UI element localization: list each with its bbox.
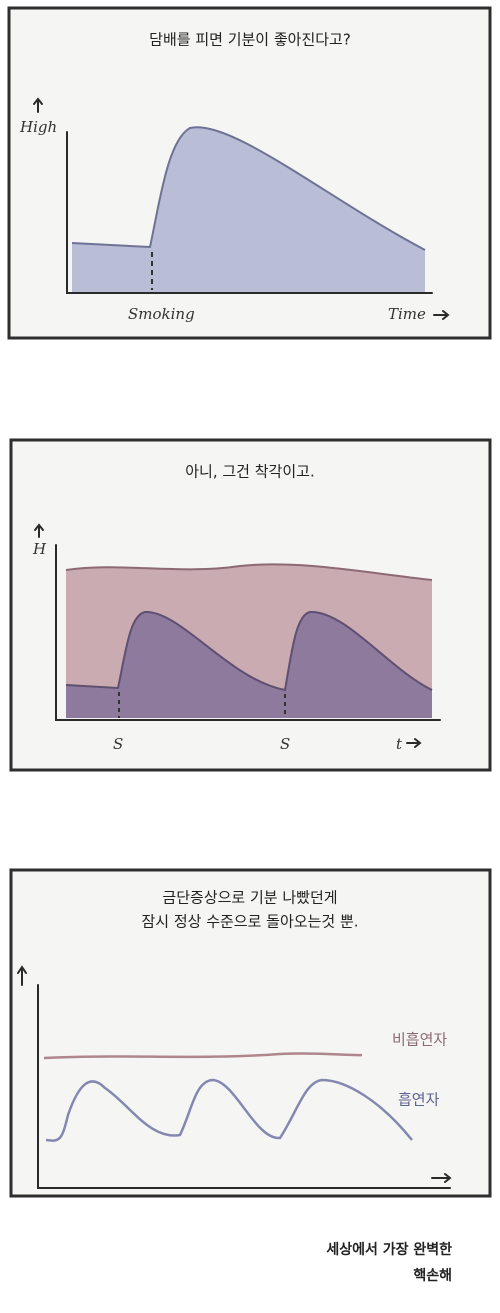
y-axis-label: High <box>19 118 57 136</box>
caption: 담배를 피면 기분이 좋아진다고? <box>149 31 351 49</box>
up-arrow <box>34 523 44 538</box>
footer: 핵손해 <box>413 1268 452 1284</box>
right-arrow <box>431 1173 452 1183</box>
panel-1: 담배를 피면 기분이 좋아진다고? High Smoking Time <box>7 6 492 340</box>
right-arrow <box>406 738 422 748</box>
mood-area <box>72 127 425 292</box>
x-axis-label: Time <box>388 305 426 323</box>
mood-line <box>71 126 426 251</box>
series-label: 흡연자 <box>398 1091 440 1109</box>
nonsmoker-line <box>43 1052 363 1060</box>
marker-label: Smoking <box>128 305 195 323</box>
smoker-area <box>66 611 432 718</box>
up-arrow <box>17 965 27 986</box>
up-arrow <box>33 97 43 113</box>
x-axis-label: t <box>396 735 403 753</box>
axes <box>55 544 441 721</box>
marker-label: S <box>113 735 123 753</box>
axes <box>66 131 433 294</box>
footer: 세상에서 가장 완벽한 <box>326 1241 452 1258</box>
smoker-line <box>45 1078 413 1142</box>
axes <box>37 984 451 1189</box>
panel-2: 아니, 그건 착각이고. H S S t <box>9 438 492 772</box>
caption: 잠시 정상 수준으로 돌아오는것 뿐. <box>141 913 358 931</box>
series-label: 비흡연자 <box>392 1031 447 1049</box>
caption: 아니, 그건 착각이고. <box>185 463 314 481</box>
y-axis-label: H <box>32 540 47 558</box>
caption: 금단증상으로 기분 나빴던게 <box>162 889 337 907</box>
panel-3: 금단증상으로 기분 나빴던게 잠시 정상 수준으로 돌아오는것 뿐. 비흡연자 … <box>9 868 492 1198</box>
right-arrow <box>433 310 450 320</box>
panel-frame <box>9 868 492 1198</box>
smoker-line <box>65 610 433 692</box>
marker-label: S <box>280 735 290 753</box>
nonsmoker-line <box>65 563 433 581</box>
